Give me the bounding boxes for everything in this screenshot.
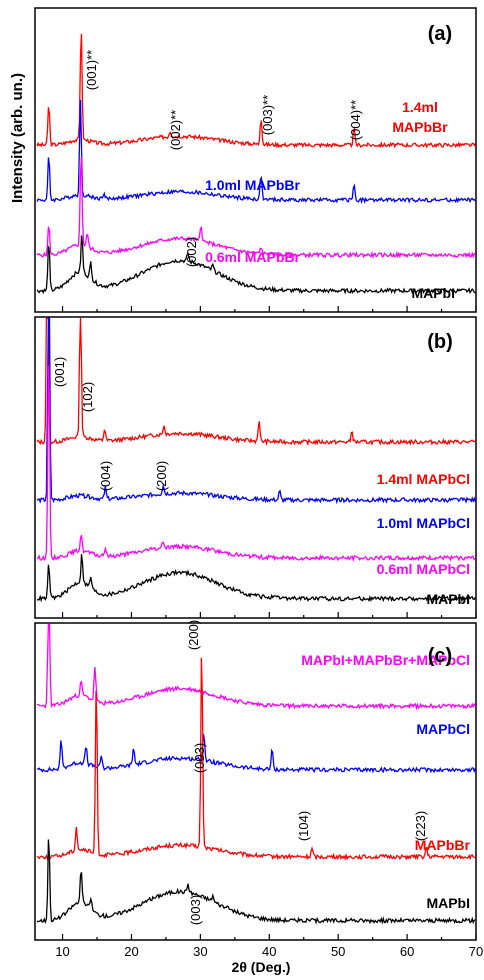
x-tick-label: 60 [400, 944, 414, 959]
panel-label: (a) [428, 23, 452, 45]
peak-annotation: (004)** [348, 100, 363, 140]
series-line-mapbcl [36, 734, 476, 774]
peak-annotation: (003) [192, 743, 207, 773]
y-axis-label: Intensity (arb. un.) [9, 73, 26, 203]
peak-annotation: (102) [80, 382, 95, 412]
peak-annotation: (104) [296, 811, 311, 841]
series-label: MAPbBr [392, 119, 448, 135]
peak-annotation: (001)** [84, 50, 99, 90]
series-label: 1.4ml MAPbCl [377, 471, 470, 487]
peak-annotation: (200) [186, 620, 201, 650]
x-tick-label: 10 [55, 944, 69, 959]
series-label: MAPbI [411, 285, 455, 301]
series-line-0-6ml-mapbbr [36, 156, 476, 259]
panels-layer: 1.4ml MAPbBr 1.0ml MAPbBr 0.6ml MAPbBr MAPbI… [34, 7, 477, 941]
series-line-mapbi [36, 839, 476, 925]
panel-1: 1.4ml MAPbBr 1.0ml MAPbBr 0.6ml MAPbBr MAPbI… [34, 7, 477, 313]
x-tick-label: 20 [124, 944, 138, 959]
series-line-mapbbr [36, 657, 476, 861]
series-label: 1.4ml [402, 99, 438, 115]
series-label: MAPbCl [416, 721, 470, 737]
series-line-mapbi [36, 553, 476, 603]
series-line-0-6ml-mapbcl [36, 365, 476, 563]
series-line-1-4ml-mapbbr [36, 33, 476, 149]
x-tick-label: 40 [262, 944, 276, 959]
peak-annotation: (002)** [168, 110, 183, 150]
peak-annotation: (001) [52, 357, 67, 387]
x-axis-layer: 10 20 30 40 50 60 70 [55, 944, 483, 959]
series-label: 0.6ml MAPbCl [377, 561, 470, 577]
panel-3: MAPbI+MAPbBr+MAPbCl MAPbCl MAPbBr MAPbI (200… [34, 620, 477, 941]
panel-frame [34, 622, 477, 941]
series-label: 1.0ml MAPbBr [205, 177, 300, 193]
peak-annotation: (003) [188, 895, 203, 925]
panel-2: 1.4ml MAPbCl 1.0ml MAPbCl 0.6ml MAPbCl MAPb… [34, 316, 477, 619]
series-label: MAPbI [426, 591, 470, 607]
series-line-1-0ml-mapbbr [36, 99, 476, 205]
panel-label: (b) [427, 331, 453, 353]
series-label: 0.6ml MAPbBr [205, 249, 300, 265]
series-line-mapbi [36, 235, 476, 295]
x-axis-label: 2θ (Deg.) [232, 959, 291, 975]
panel-frame [34, 316, 477, 619]
peak-annotation: (003)** [260, 95, 275, 135]
peak-annotation: (004) [98, 461, 113, 491]
series-label: 1.0ml MAPbCl [377, 515, 470, 531]
series-label: MAPbI [426, 895, 470, 911]
series-label: MAPbBr [415, 837, 471, 853]
peak-annotation: (002) [184, 237, 199, 267]
series-line-1-0ml-mapbcl [36, 317, 476, 505]
peak-annotation: (223) [413, 811, 428, 841]
peak-annotation: (200) [154, 461, 169, 491]
x-tick-label: 50 [331, 944, 345, 959]
x-tick-label: 30 [193, 944, 207, 959]
x-tick-label: 70 [469, 944, 483, 959]
panel-label: (c) [428, 645, 452, 667]
panel-frame [34, 7, 477, 313]
series-line-1-4ml-mapbcl [36, 317, 476, 447]
series-label: MAPbI+MAPbBr+MAPbCl [301, 652, 470, 668]
series-line-mapbi-mapbbr-mapbcl [36, 623, 476, 711]
